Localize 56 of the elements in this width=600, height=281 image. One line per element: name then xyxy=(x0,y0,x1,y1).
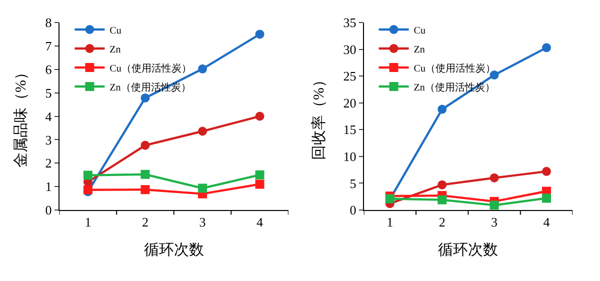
x-axis-title: 循环次数 xyxy=(144,242,204,259)
point xyxy=(198,126,207,136)
legend-label: Cu xyxy=(110,25,122,36)
x-axis-title: 循环次数 xyxy=(438,242,498,259)
legend-label: Zn xyxy=(110,44,121,56)
x-tick-label: 3 xyxy=(199,214,206,230)
y-tick-label: 0 xyxy=(350,202,356,218)
x-tick-label: 2 xyxy=(438,214,446,230)
y-tick-label: 7 xyxy=(45,38,52,54)
y-tick-label: 4 xyxy=(45,108,52,124)
x-tick-label: 1 xyxy=(84,214,92,230)
y-tick-label: 3 xyxy=(45,132,52,148)
y-tick-label: 35 xyxy=(343,15,356,30)
legend-label: Cu（使用活性炭） xyxy=(414,62,496,74)
y-tick-label: 2 xyxy=(45,156,52,171)
y-tick-label: 0 xyxy=(45,202,52,218)
point xyxy=(438,195,447,204)
point xyxy=(255,180,264,189)
point xyxy=(542,194,551,203)
point xyxy=(255,112,264,121)
legend-label: Cu xyxy=(414,25,426,36)
point xyxy=(490,70,499,80)
x-tick-label: 4 xyxy=(256,214,264,230)
point xyxy=(542,166,551,176)
point xyxy=(438,180,447,190)
point xyxy=(542,43,551,52)
point xyxy=(438,104,447,114)
y-tick-label: 25 xyxy=(343,68,356,84)
y-tick-label: 20 xyxy=(343,95,356,110)
point xyxy=(140,140,150,150)
point xyxy=(490,173,499,182)
point xyxy=(490,200,499,210)
legend-label: Cu（使用活性炭） xyxy=(110,62,192,74)
point xyxy=(140,185,150,194)
y-tick-label: 1 xyxy=(45,179,52,194)
x-tick-label: 4 xyxy=(543,214,550,230)
point xyxy=(198,184,207,193)
y-tick-label: 10 xyxy=(343,148,356,164)
x-tick-label: 1 xyxy=(386,214,394,230)
point xyxy=(140,170,150,179)
x-tick-label: 3 xyxy=(491,214,498,230)
y-tick-label: 8 xyxy=(45,15,52,30)
y-axis-title: 金属品味（%） xyxy=(12,65,30,168)
point xyxy=(140,93,150,102)
x-tick-label: 2 xyxy=(142,214,148,230)
legend-label: Zn xyxy=(414,44,425,56)
y-tick-label: 5 xyxy=(45,85,52,100)
point xyxy=(83,170,92,180)
point xyxy=(255,170,264,180)
point xyxy=(198,64,207,74)
y-tick-label: 5 xyxy=(350,176,356,191)
y-tick-label: 30 xyxy=(343,42,356,57)
y-tick-label: 15 xyxy=(343,122,356,138)
y-axis-title: 回收率（%） xyxy=(310,72,328,160)
point xyxy=(255,30,264,39)
y-tick-label: 6 xyxy=(45,62,52,77)
